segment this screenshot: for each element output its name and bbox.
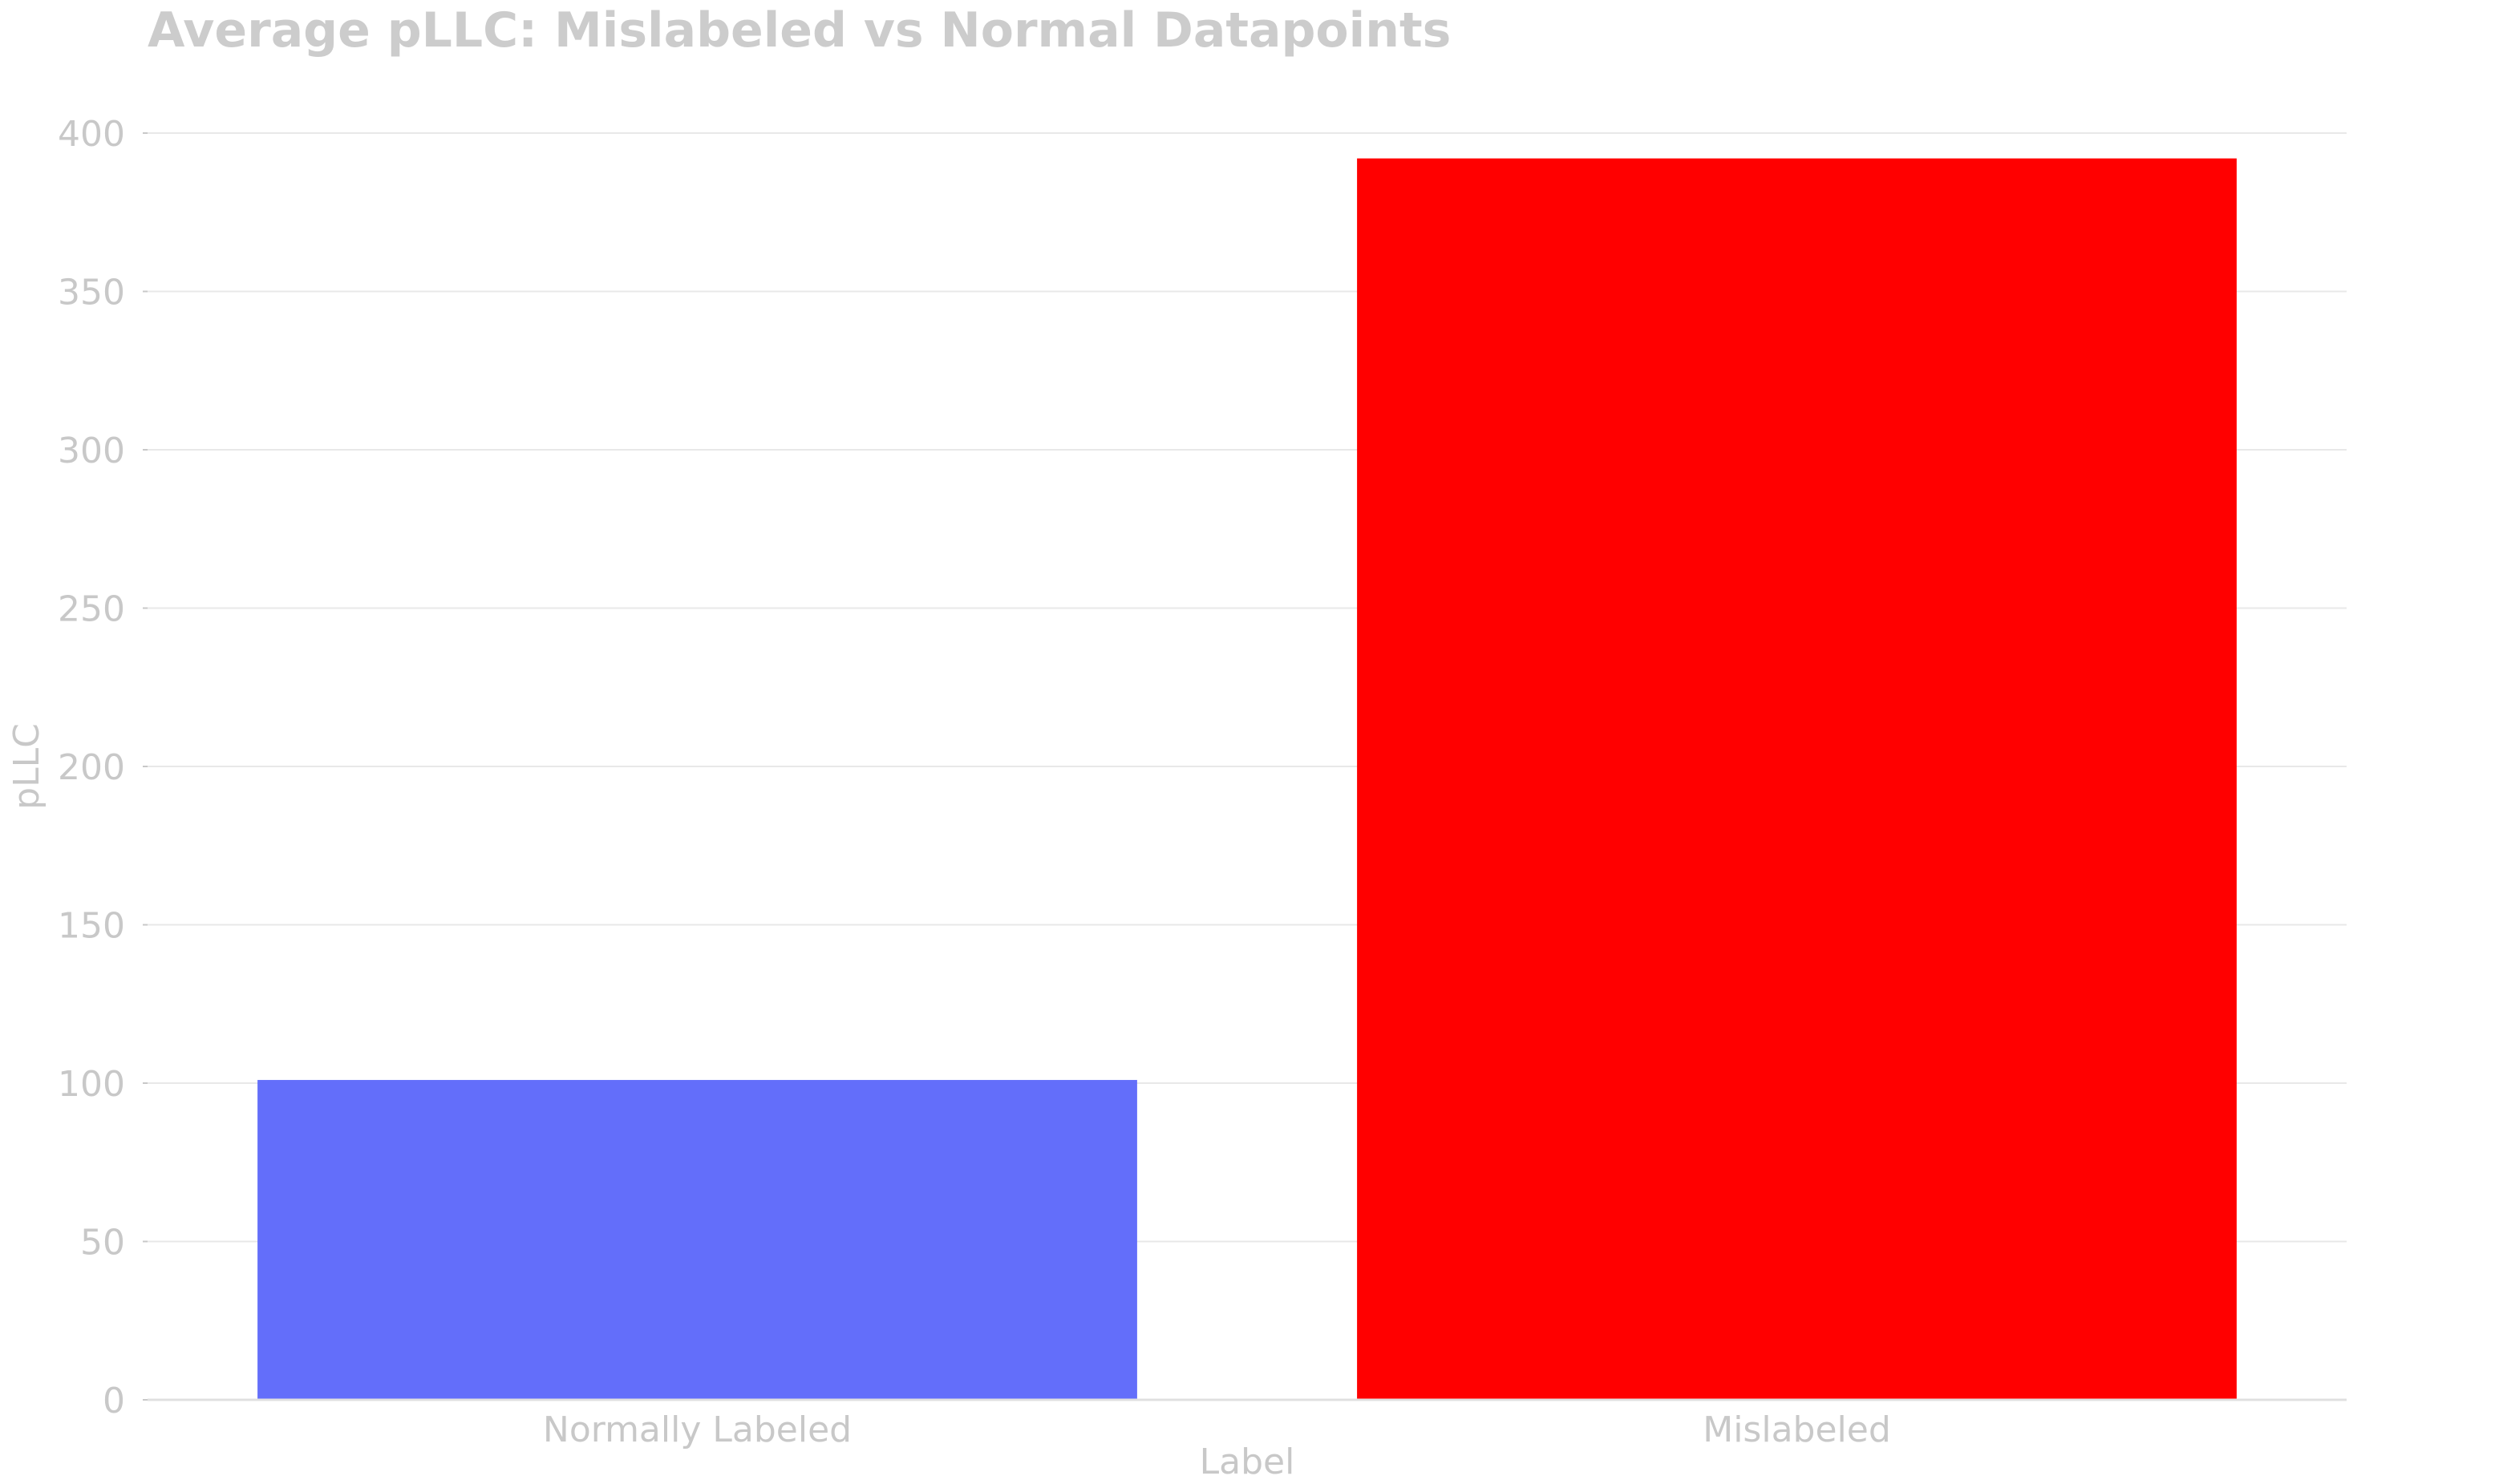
y-tick-label: 350 [58,273,125,313]
y-axis-title: pLLC [6,723,47,810]
x-axis-title: Label [1200,1442,1295,1482]
y-tick-label: 400 [58,114,125,155]
x-tick-label: Mislabeled [1703,1409,1891,1450]
y-tick-label: 300 [58,431,125,471]
y-tick-label: 250 [58,589,125,630]
y-axis-ticks: 0 50 100 150 200 250 300 350 400 [58,114,148,1421]
y-tick-label: 0 [103,1381,125,1421]
y-tick-label: 50 [80,1223,125,1264]
x-axis-ticks: Normally Labeled Mislabeled [543,1409,1891,1450]
x-tick-label: Normally Labeled [543,1409,852,1450]
bar-mislabeled [1357,158,2237,1401]
y-tick-label: 200 [58,747,125,788]
y-tick-label: 100 [58,1064,125,1105]
y-tick-label: 150 [58,906,125,947]
chart-title: Average pLLC: Mislabeled vs Normal Datap… [148,2,1451,59]
bar-normally-labeled [257,1080,1137,1400]
bars [257,158,2237,1401]
